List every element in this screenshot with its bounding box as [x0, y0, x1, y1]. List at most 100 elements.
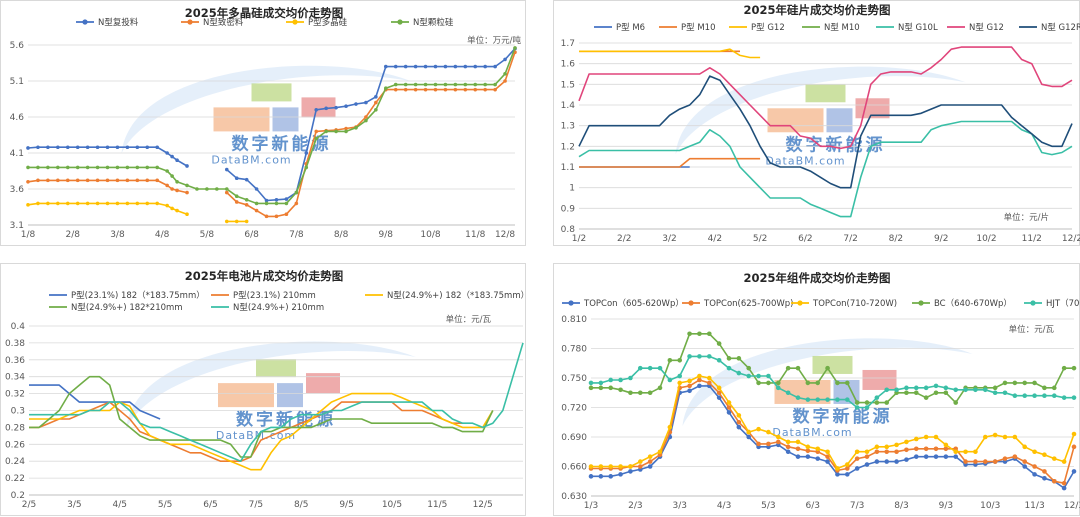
watermark-site: DataBM.com: [772, 426, 852, 439]
watermark-block: [805, 84, 846, 103]
data-point: [637, 390, 643, 396]
y-tick-label: 0.810: [561, 315, 587, 325]
data-point: [963, 387, 968, 393]
data-point: [185, 190, 189, 195]
legend-item: P型(23.1%) 182（*183.75mm）: [49, 290, 205, 301]
data-point: [785, 390, 791, 396]
data-point: [1012, 393, 1018, 398]
legend: N型复投料 N型致密料 P型多晶硅 N型颗粒硅: [76, 17, 454, 28]
data-point: [677, 380, 683, 386]
chart-title: 2025年多晶硅成交均价走势图: [185, 6, 344, 20]
watermark-name: 数字新能源: [232, 133, 332, 154]
y-tick-label: 5.1: [10, 77, 24, 87]
watermark-block: [826, 108, 853, 133]
x-tick-label: 8/8: [334, 230, 349, 240]
data-point: [513, 46, 517, 50]
data-point: [453, 87, 458, 92]
data-point: [647, 365, 653, 371]
data-point: [618, 472, 623, 477]
data-point: [1071, 469, 1077, 474]
legend-item: N型(24.9%+) 210mm: [211, 303, 324, 313]
data-point: [904, 439, 909, 445]
data-point: [874, 444, 880, 450]
data-point: [736, 413, 742, 418]
data-point: [1061, 395, 1067, 400]
watermark-block: [277, 383, 303, 408]
data-point: [135, 145, 140, 150]
data-point: [588, 464, 594, 469]
data-point: [963, 449, 968, 455]
legend-label: N型(24.9%+) 210mm: [233, 303, 324, 313]
data-point: [854, 466, 860, 471]
data-point: [105, 201, 110, 206]
data-point: [706, 380, 712, 386]
data-point: [195, 187, 199, 191]
data-point: [1012, 454, 1018, 459]
data-point: [145, 178, 150, 183]
series-line: [579, 48, 761, 59]
watermark-block: [272, 107, 299, 132]
legend-item: N型 M10: [802, 23, 860, 33]
watermark-swoosh: [675, 66, 966, 155]
x-tick-label: 3/3: [672, 501, 686, 511]
y-tick-label: 0.8: [561, 225, 576, 235]
data-point: [1002, 456, 1008, 461]
data-point: [1061, 365, 1067, 371]
data-point: [493, 64, 497, 69]
data-point: [815, 380, 821, 386]
data-point: [170, 174, 174, 178]
legend-marker: [568, 300, 574, 306]
x-tick-label: 5/8: [200, 230, 215, 240]
series-2: [26, 201, 249, 224]
y-tick-label: 1.7: [561, 39, 575, 49]
data-point: [992, 385, 998, 391]
data-point: [815, 446, 821, 452]
data-point: [973, 387, 978, 393]
data-point: [588, 474, 594, 479]
data-point: [1012, 434, 1018, 440]
data-point: [56, 145, 60, 150]
series-2: [29, 392, 494, 471]
data-point: [973, 459, 978, 464]
data-point: [864, 454, 870, 459]
data-point: [36, 165, 40, 170]
y-tick-label: 0.630: [561, 492, 587, 502]
data-point: [423, 82, 428, 87]
chart-panel-module: 2025年组件成交均价走势图 单位：元/瓦 数字新能源 DataBM.com 0.6…: [553, 263, 1080, 516]
data-point: [234, 176, 239, 180]
data-point: [647, 459, 653, 464]
data-point: [795, 365, 801, 371]
data-point: [884, 387, 890, 393]
x-tick-label: 12/5: [473, 500, 493, 510]
data-point: [746, 434, 752, 440]
data-point: [667, 424, 673, 430]
data-point: [835, 380, 840, 386]
data-point: [364, 118, 368, 123]
data-point: [155, 178, 160, 183]
data-point: [1012, 380, 1018, 386]
data-point: [766, 429, 771, 435]
x-tick-label: 1/8: [21, 230, 36, 240]
x-tick-label: 2/3: [628, 501, 642, 511]
data-point: [324, 106, 328, 111]
data-point: [904, 385, 909, 391]
legend-item: P型(23.1%) 210mm: [211, 291, 316, 301]
data-point: [677, 373, 683, 379]
data-point: [1032, 380, 1037, 386]
data-point: [756, 373, 761, 379]
data-point: [344, 104, 348, 108]
data-point: [294, 201, 299, 206]
series-0: [29, 384, 161, 420]
data-point: [637, 464, 643, 469]
data-point: [1061, 459, 1067, 464]
data-point: [1051, 385, 1057, 391]
data-point: [687, 383, 692, 389]
data-point: [364, 115, 368, 119]
watermark-block: [767, 108, 824, 133]
series-line: [578, 120, 1073, 218]
data-point: [46, 145, 50, 150]
data-point: [904, 457, 909, 462]
y-tick-label: 0.660: [561, 463, 587, 473]
data-point: [805, 444, 811, 450]
